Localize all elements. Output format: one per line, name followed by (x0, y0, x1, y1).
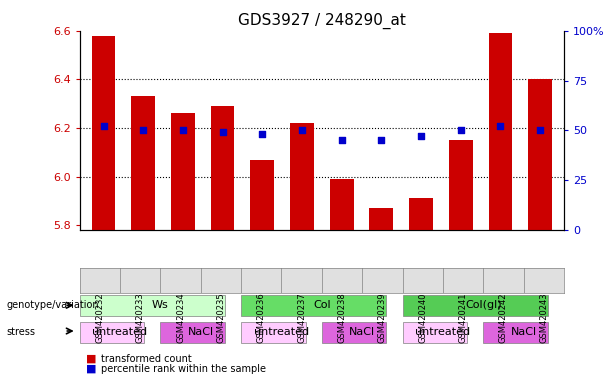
Bar (290, 123, 314, 230)
Title: GDS3927 / 248290_at: GDS3927 / 248290_at (238, 13, 406, 29)
FancyBboxPatch shape (403, 295, 548, 316)
Point (535, 127, 545, 133)
Bar (91, 36, 115, 230)
FancyBboxPatch shape (322, 322, 386, 343)
Bar (449, 140, 473, 230)
Text: transformed count: transformed count (101, 354, 192, 364)
Point (99, 123, 109, 129)
Text: genotype/variation: genotype/variation (6, 300, 99, 310)
Point (257, 131, 267, 137)
Text: Ws: Ws (152, 300, 169, 310)
Point (376, 137, 386, 143)
Bar (528, 79, 552, 230)
Text: Col: Col (313, 300, 330, 310)
Bar (330, 179, 354, 230)
Point (139, 127, 148, 133)
Bar (171, 113, 195, 230)
Bar (409, 199, 433, 230)
Bar (250, 159, 274, 230)
Text: ■: ■ (86, 354, 96, 364)
FancyBboxPatch shape (241, 295, 386, 316)
FancyBboxPatch shape (161, 322, 225, 343)
FancyBboxPatch shape (241, 322, 306, 343)
Point (178, 127, 188, 133)
Point (297, 127, 307, 133)
Point (456, 127, 466, 133)
Text: percentile rank within the sample: percentile rank within the sample (101, 364, 266, 374)
Text: NaCl: NaCl (349, 327, 375, 337)
Text: untreated: untreated (93, 327, 148, 337)
Text: NaCl: NaCl (511, 327, 536, 337)
FancyBboxPatch shape (80, 322, 144, 343)
Point (337, 137, 346, 143)
Text: untreated: untreated (254, 327, 309, 337)
Text: NaCl: NaCl (188, 327, 214, 337)
FancyBboxPatch shape (80, 295, 225, 316)
FancyBboxPatch shape (483, 322, 548, 343)
Bar (489, 33, 512, 230)
Bar (131, 96, 155, 230)
Point (218, 129, 227, 136)
Text: ■: ■ (86, 364, 96, 374)
Text: untreated: untreated (416, 327, 470, 337)
Text: stress: stress (6, 327, 35, 337)
Point (495, 123, 505, 129)
FancyBboxPatch shape (403, 322, 467, 343)
Bar (211, 106, 235, 230)
Bar (370, 208, 394, 230)
Point (416, 133, 426, 139)
Text: Col(gl): Col(gl) (465, 300, 501, 310)
